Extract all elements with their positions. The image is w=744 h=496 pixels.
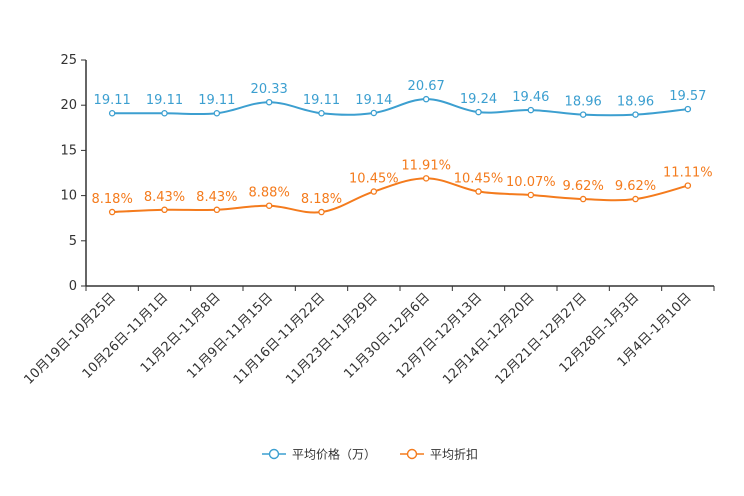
data-label: 19.57 bbox=[669, 89, 706, 104]
data-label: 18.96 bbox=[565, 95, 602, 110]
data-point[interactable] bbox=[108, 208, 116, 216]
data-point[interactable] bbox=[579, 195, 587, 203]
data-point[interactable] bbox=[318, 208, 325, 216]
data-point[interactable] bbox=[632, 111, 639, 118]
data-point[interactable] bbox=[475, 188, 482, 195]
data-label: 10.07% bbox=[506, 175, 556, 190]
data-point[interactable] bbox=[370, 109, 378, 117]
data-label: 19.24 bbox=[460, 92, 497, 107]
series-0: 19.11 19.11 19.11 20.33 19.11 19.14 20.67 19.24… bbox=[94, 79, 706, 118]
data-label: 8.18% bbox=[92, 192, 133, 207]
data-point[interactable] bbox=[161, 206, 168, 214]
y-tick-label: 10 bbox=[60, 189, 77, 204]
data-point[interactable] bbox=[422, 95, 430, 103]
data-label: 8.43% bbox=[196, 190, 237, 205]
data-point[interactable] bbox=[318, 109, 325, 117]
data-label: 20.67 bbox=[408, 79, 445, 94]
data-point[interactable] bbox=[579, 111, 587, 118]
data-point[interactable] bbox=[213, 206, 221, 214]
legend: 平均价格（万） 平均折扣 bbox=[262, 447, 478, 462]
legend-item-0[interactable]: 平均价格（万） bbox=[262, 447, 376, 462]
data-label: 19.11 bbox=[303, 93, 340, 108]
y-tick-label: 0 bbox=[69, 279, 77, 294]
y-tick-label: 20 bbox=[60, 98, 77, 113]
data-point[interactable] bbox=[684, 182, 692, 189]
data-label: 18.96 bbox=[617, 95, 654, 110]
data-point[interactable] bbox=[527, 191, 535, 199]
data-label: 19.46 bbox=[512, 90, 549, 105]
legend-label: 平均价格（万） bbox=[292, 447, 376, 462]
data-point[interactable] bbox=[265, 98, 273, 106]
data-label: 11.11% bbox=[663, 166, 713, 181]
x-tick-label: 10月19日-10月25日 bbox=[22, 290, 119, 387]
data-point[interactable] bbox=[265, 202, 273, 209]
x-tick-label: 12月14日-12月20日 bbox=[440, 290, 537, 387]
x-tick-label: 11月23日-11月29日 bbox=[283, 290, 380, 387]
legend-label: 平均折扣 bbox=[430, 447, 478, 462]
data-label: 19.11 bbox=[198, 93, 235, 108]
data-label: 10.45% bbox=[454, 172, 504, 187]
series-layer: 19.11 19.11 19.11 20.33 19.11 19.14 20.67 19.24… bbox=[92, 79, 713, 216]
y-tick-label: 25 bbox=[60, 53, 77, 68]
data-point[interactable] bbox=[684, 105, 692, 113]
data-point[interactable] bbox=[632, 195, 639, 203]
x-axis: 10月19日-10月25日10月26日-11月1日11月2日-11月8日11月9… bbox=[22, 285, 715, 388]
y-axis: 0 5 10 15 20 25 bbox=[60, 53, 87, 294]
legend-item-1[interactable]: 平均折扣 bbox=[400, 447, 478, 462]
series-1: 8.18% 8.43% 8.43% 8.88% 8.18%10.45%11.91%10.… bbox=[92, 158, 713, 216]
x-tick-label: 11月16日-11月22日 bbox=[231, 290, 328, 387]
data-point[interactable] bbox=[161, 109, 168, 117]
data-point[interactable] bbox=[108, 109, 116, 117]
data-label: 9.62% bbox=[563, 179, 604, 194]
legend-marker bbox=[268, 448, 280, 460]
data-label: 8.18% bbox=[301, 192, 342, 207]
data-point[interactable] bbox=[527, 106, 535, 114]
legend-marker bbox=[406, 448, 418, 460]
data-label: 19.11 bbox=[146, 93, 183, 108]
series-line bbox=[112, 98, 688, 117]
data-label: 11.91% bbox=[401, 158, 451, 173]
data-point[interactable] bbox=[422, 175, 430, 182]
data-point[interactable] bbox=[475, 108, 482, 116]
data-label: 8.88% bbox=[249, 186, 290, 201]
data-point[interactable] bbox=[370, 188, 378, 195]
data-label: 20.33 bbox=[251, 82, 288, 97]
data-label: 10.45% bbox=[349, 172, 399, 187]
data-label: 9.62% bbox=[615, 179, 656, 194]
data-label: 19.11 bbox=[94, 93, 131, 108]
data-label: 19.14 bbox=[355, 93, 392, 108]
y-tick-label: 5 bbox=[69, 234, 77, 249]
x-tick-label: 12月21日-12月27日 bbox=[493, 290, 590, 387]
y-tick-label: 15 bbox=[60, 143, 77, 158]
data-point[interactable] bbox=[213, 109, 221, 117]
series-line bbox=[112, 177, 689, 214]
data-label: 8.43% bbox=[144, 190, 185, 205]
